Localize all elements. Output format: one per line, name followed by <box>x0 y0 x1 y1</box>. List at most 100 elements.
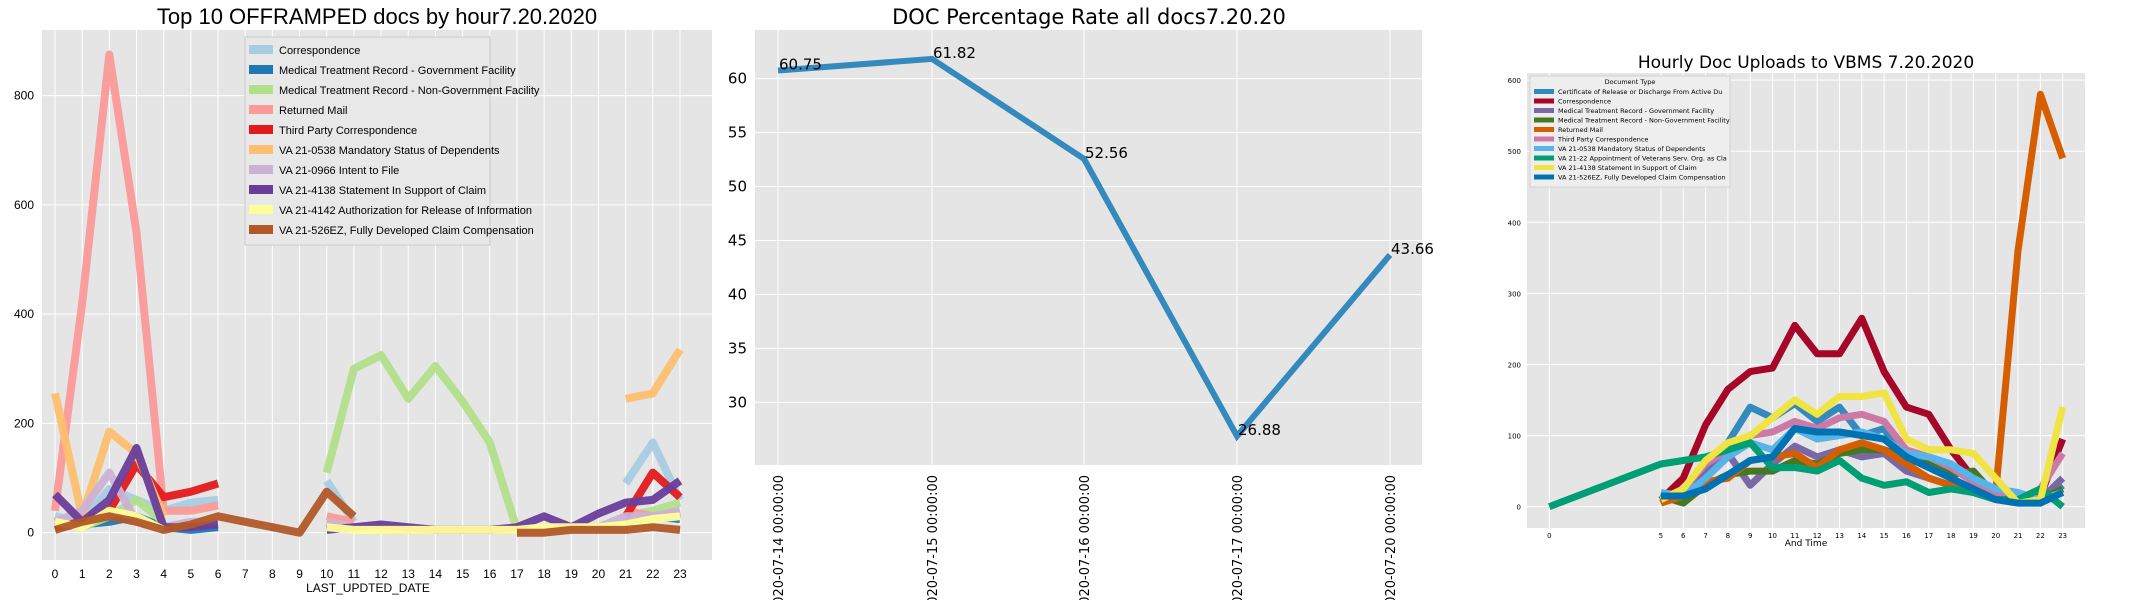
chart-3-x-tick-label: 18 <box>1947 532 1956 540</box>
chart-3-legend-box <box>1529 75 1731 188</box>
chart-3-xlabel: And Time <box>1785 539 1828 549</box>
legend-swatch-va-21-4138-statement-in-support-of-claim <box>1534 165 1554 170</box>
chart-3-x-tick-label: 6 <box>1681 532 1686 540</box>
chart-2: 2020-07-14 00:00:00 2020-07-15 00:00:00 20… <box>728 5 1434 600</box>
chart-1-x-tick-label: 22 <box>646 567 660 581</box>
legend-swatch-va-21-4138-statement-in-support-of-claim <box>249 185 273 194</box>
legend-swatch-va-21-526ez-fully-developed-claim-compensation <box>1534 174 1554 180</box>
chart-3-title: Hourly Doc Uploads to VBMS 7.20.2020 <box>1638 53 1974 73</box>
chart-2-x-tick-label: 2020-07-14 00:00:00 <box>772 475 787 600</box>
chart-1-x-tick-label: 17 <box>510 567 524 581</box>
chart-3-x-tick-label: 22 <box>2036 532 2045 540</box>
legend-swatch-va-21-0538-mandatory-status-of-dependents <box>1534 146 1554 151</box>
legend-label-va-21-0966-intent-to-file: VA 21-0966 Intent to File <box>279 165 399 177</box>
legend-swatch-certificate-of-release-or-discharge-from-active-du <box>1534 89 1554 94</box>
chart-3-y-tick-label: 600 <box>1508 77 1521 85</box>
chart-3-x-tick-label: 21 <box>2014 532 2023 540</box>
chart-2-plot-area <box>755 30 1422 465</box>
legend-label-returned-mail: Returned Mail <box>1558 126 1603 134</box>
legend-swatch-third-party-correspondence <box>249 125 273 134</box>
series-line-va-21-4142-authorization-for-release-of-information <box>326 512 681 534</box>
chart-1-x-tick-label: 2 <box>106 567 113 581</box>
chart-3-x-tick-label: 7 <box>1703 532 1707 540</box>
chart-3-x-tick-label: 11 <box>1790 532 1799 540</box>
chart-1-x-tick-label: 7 <box>242 567 249 581</box>
chart-1-x-tick-label: 0 <box>52 567 59 581</box>
chart-3-x-tick-label: 23 <box>2058 532 2067 540</box>
chart-1-x-tick-label: 14 <box>429 567 443 581</box>
chart-1-y-tick-label: 600 <box>14 198 34 212</box>
chart-3-x-tick-label: 16 <box>1902 532 1911 540</box>
legend-label-va-21-4138-statement-in-support-of-claim: VA 21-4138 Statement In Support of Claim <box>1558 164 1697 172</box>
chart-2-data-label: 43.66 <box>1391 240 1434 258</box>
chart-1-x-tick-label: 5 <box>188 567 195 581</box>
chart-3-x-tick-label: 20 <box>1991 532 2000 540</box>
chart-3-x-tick-label: 15 <box>1880 532 1889 540</box>
legend-label-third-party-correspondence: Third Party Correspondence <box>279 125 417 137</box>
series-line-returned-mail <box>325 512 355 526</box>
legend-label-va-21-0538-mandatory-status-of-dependents: VA 21-0538 Mandatory Status of Dependent… <box>1558 145 1706 153</box>
chart-1-y-tick-label: 400 <box>14 307 34 321</box>
chart-3-y-tick-label: 200 <box>1508 361 1521 369</box>
chart-1-title: Top 10 OFFRAMPED docs by hour7.20.2020 <box>157 4 597 29</box>
chart-1-y-tick-label: 0 <box>27 526 34 540</box>
chart-2-x-tick-label: 2020-07-16 00:00:00 <box>1078 475 1093 600</box>
chart-3-y-tick-label: 400 <box>1508 219 1521 227</box>
legend-label-returned-mail: Returned Mail <box>279 105 347 117</box>
legend-label-va-21-4142-authorization-for-release-of-information: VA 21-4142 Authorization for Release of … <box>279 205 532 217</box>
chart-3-x-tick-label: 9 <box>1748 532 1752 540</box>
chart-2-data-label: 26.88 <box>1238 421 1281 439</box>
chart-3-legend-title: Document Type <box>1605 78 1656 86</box>
chart-2-y-tick-label: 50 <box>728 178 747 196</box>
legend-label-va-21-0538-mandatory-status-of-dependents: VA 21-0538 Mandatory Status of Dependent… <box>279 145 500 157</box>
chart-1-x-tick-label: 13 <box>402 567 416 581</box>
chart-3-y-tick-label: 300 <box>1508 290 1521 298</box>
chart-1: 0 1 2 3 4 5 6 7 8 9 10 11 12 13 14 15 16 17 18 19 20 21 22 2302… <box>14 4 712 595</box>
series-line-medical-treatment-record-non-government-facility <box>322 351 521 532</box>
legend-label-va-21-526ez-fully-developed-claim-compensation: VA 21-526EZ, Fully Developed Claim Compe… <box>279 225 534 237</box>
chart-3: 0 5 6 7 8 9 10 11 12 13 14 15 16 17 18 19 20 21 22 23 0 100 20… <box>1508 53 2085 549</box>
chart-1-x-tick-label: 8 <box>269 567 276 581</box>
legend-swatch-medical-treatment-record-government-facility <box>249 65 273 74</box>
legend-label-medical-treatment-record-non-government-facility: Medical Treatment Record - Non-Governmen… <box>1558 117 1730 125</box>
chart-2-axes: 2020-07-14 00:00:00 2020-07-15 00:00:00 20… <box>728 70 1399 600</box>
chart-3-y-tick-label: 500 <box>1508 148 1521 156</box>
legend-swatch-medical-treatment-record-government-facility <box>1534 108 1554 113</box>
chart-1-x-tick-label: 21 <box>619 567 633 581</box>
chart-3-y-tick-label: 0 <box>1517 504 1521 512</box>
legend-swatch-correspondence <box>1534 98 1554 104</box>
chart-3-x-tick-label: 12 <box>1813 532 1822 540</box>
chart-1-x-tick-label: 9 <box>296 567 303 581</box>
chart-2-y-tick-label: 40 <box>728 285 747 303</box>
chart-2-y-tick-label: 35 <box>728 339 747 357</box>
legend-swatch-returned-mail <box>249 105 273 114</box>
chart-1-x-tick-label: 12 <box>374 567 388 581</box>
chart-1-xlabel: LAST_UPDTED_DATE <box>306 581 430 595</box>
chart-2-y-tick-label: 45 <box>728 231 747 249</box>
legend-label-va-21-526ez-fully-developed-claim-compensation: VA 21-526EZ, Fully Developed Claim Compe… <box>1558 174 1726 182</box>
legend-swatch-va-21-4142-authorization-for-release-of-information <box>249 205 273 214</box>
chart-1-y-tick-label: 200 <box>14 416 34 430</box>
legend-swatch-va-21-0966-intent-to-file <box>249 165 273 174</box>
chart-2-y-tick-label: 60 <box>728 70 747 88</box>
legend-label-third-party-correspondence: Third Party Correspondence <box>1557 136 1648 144</box>
legend-label-va-21-4138-statement-in-support-of-claim: VA 21-4138 Statement In Support of Claim <box>279 185 486 197</box>
chart-3-x-tick-label: 13 <box>1835 532 1844 540</box>
chart-3-legend: Document Type Certificate of Release or D… <box>1529 75 1731 188</box>
chart-1-x-tick-label: 10 <box>320 567 334 581</box>
chart-1-x-tick-label: 20 <box>592 567 606 581</box>
chart-2-y-tick-label: 30 <box>728 393 747 411</box>
legend-swatch-medical-treatment-record-non-government-facility <box>249 85 273 94</box>
chart-2-title: DOC Percentage Rate all docs7.20.20 <box>892 5 1286 29</box>
chart-3-axes: 0 5 6 7 8 9 10 11 12 13 14 15 16 17 18 19 20 21 22 23 0 100 20… <box>1508 77 2068 540</box>
chart-1-x-tick-label: 4 <box>160 567 167 581</box>
legend-label-medical-treatment-record-government-facility: Medical Treatment Record - Government Fa… <box>279 65 516 77</box>
chart-3-x-tick-label: 17 <box>1924 532 1933 540</box>
legend-swatch-va-21-22-appointment-of-veterans-serv-org-as-cla <box>1534 155 1554 161</box>
chart-3-x-tick-label: 14 <box>1857 532 1866 540</box>
legend-label-medical-treatment-record-non-government-facility: Medical Treatment Record - Non-Governmen… <box>279 85 540 97</box>
chart-1-x-tick-label: 19 <box>565 567 579 581</box>
chart-2-x-tick-label: 2020-07-17 00:00:00 <box>1231 475 1246 600</box>
chart-1-axes: 0 1 2 3 4 5 6 7 8 9 10 11 12 13 14 15 16 17 18 19 20 21 22 2302… <box>14 89 687 581</box>
